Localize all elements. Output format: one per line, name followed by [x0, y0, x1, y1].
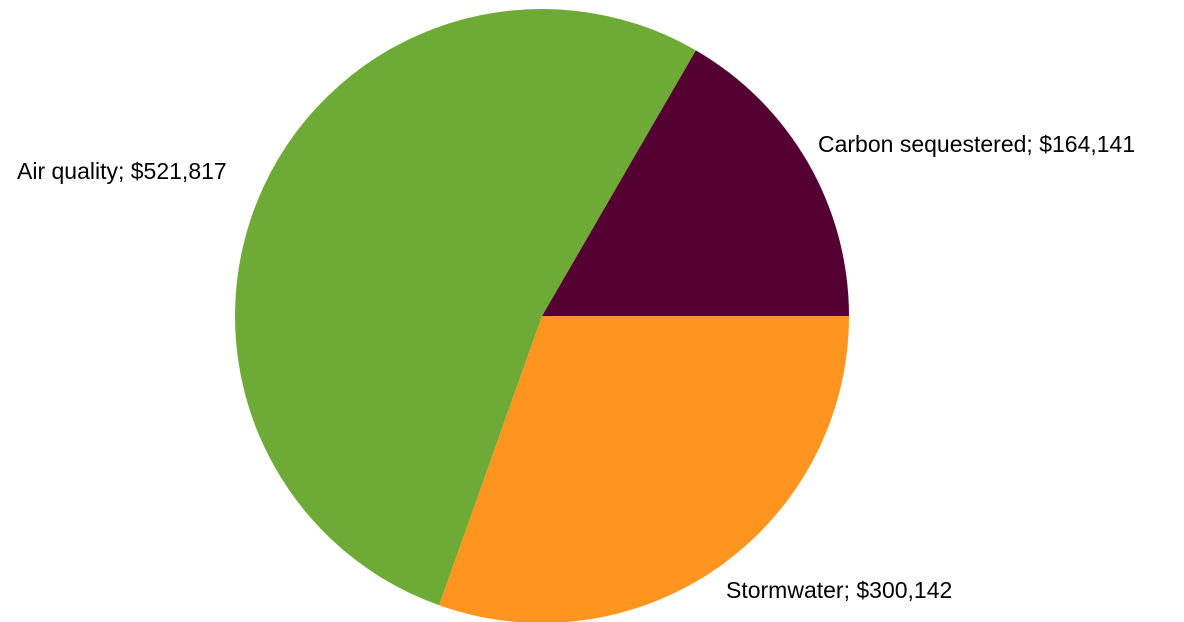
slice-labels: Carbon sequestered; $164,141 Stormwater;… — [17, 131, 1135, 603]
slice-label-stormwater: Stormwater; $300,142 — [726, 577, 952, 603]
pie-slice-stormwater — [439, 316, 849, 622]
pie-slices — [235, 9, 849, 622]
pie-slice-air-quality — [235, 9, 696, 606]
slice-label-air-quality: Air quality; $521,817 — [17, 158, 227, 184]
pie-slice-carbon-sequestered — [542, 50, 849, 317]
slice-label-carbon-sequestered: Carbon sequestered; $164,141 — [818, 131, 1135, 157]
